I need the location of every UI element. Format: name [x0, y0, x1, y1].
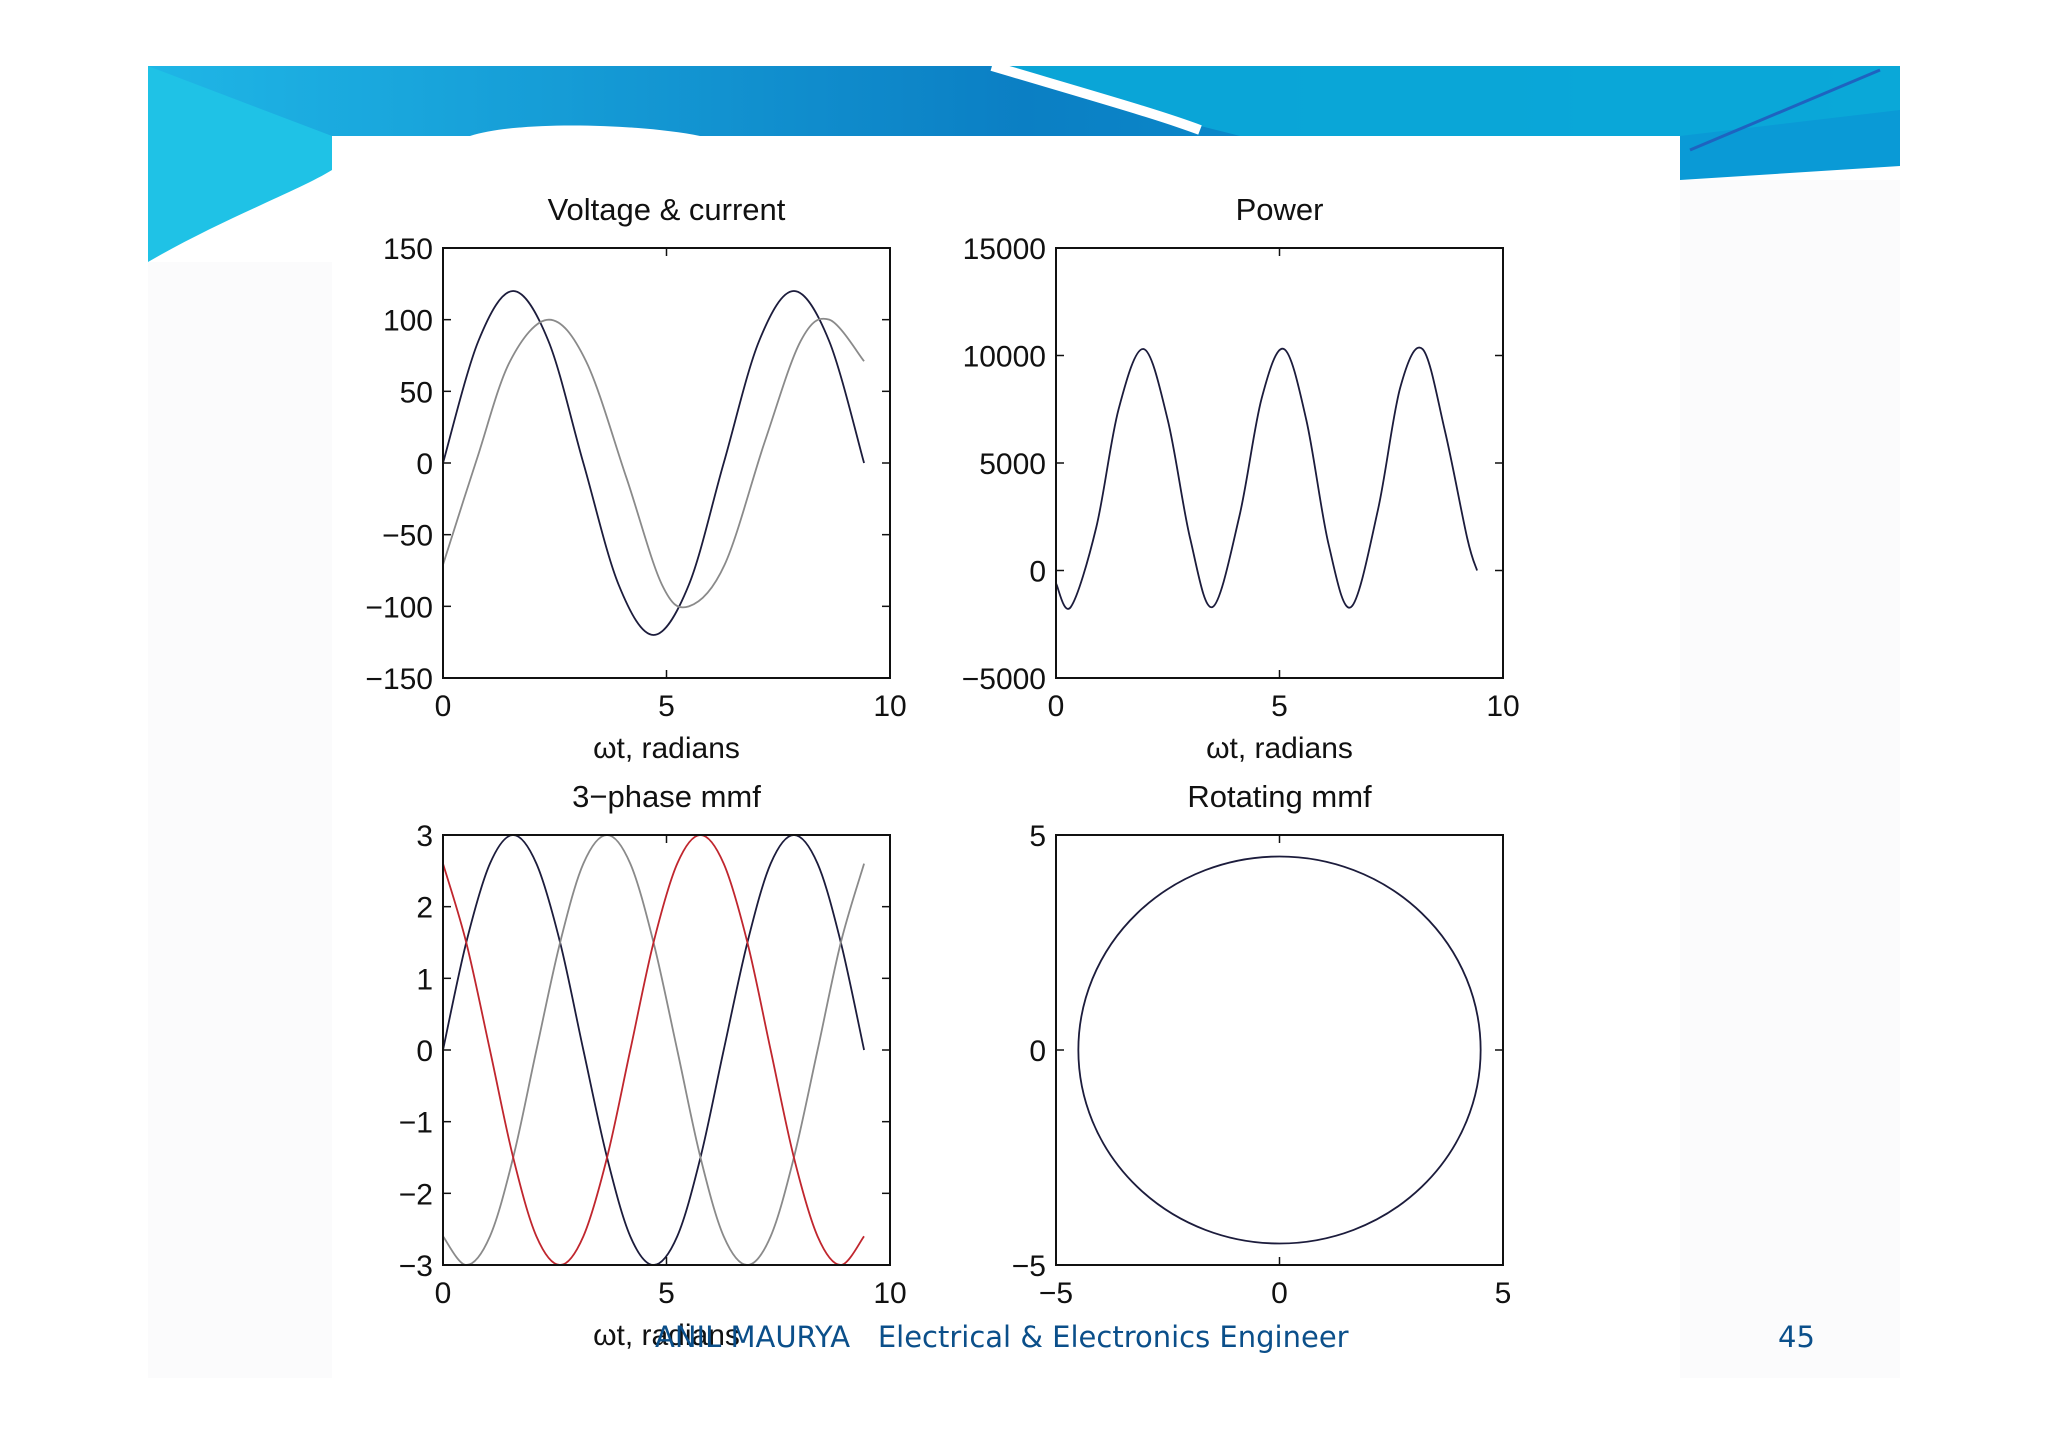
- footer-author: ANIL MAURYA: [655, 1320, 851, 1354]
- series-line-2: [442, 317, 865, 609]
- x-tick-label: 10: [873, 690, 906, 723]
- axes-box: [1055, 247, 1504, 679]
- axes-box: [442, 834, 891, 1266]
- axes-box: [442, 247, 891, 679]
- y-tick-label: 5000: [979, 448, 1046, 481]
- y-tick-label: −150: [365, 663, 433, 696]
- y-tick-label: −5: [1012, 1250, 1046, 1283]
- x-tick-label: 0: [1048, 690, 1065, 723]
- x-tick-label: 10: [873, 1277, 906, 1310]
- x-tick-label: 5: [658, 690, 675, 723]
- series-circle-1: [1077, 855, 1482, 1245]
- x-tick-label: 0: [435, 1277, 452, 1310]
- series-line-1: [442, 290, 865, 636]
- x-tick-label: 5: [658, 1277, 675, 1310]
- series-line-3: [442, 834, 865, 1266]
- y-tick-label: −1: [399, 1107, 433, 1140]
- y-tick-label: 2: [416, 892, 433, 925]
- y-tick-label: −5000: [962, 663, 1046, 696]
- y-tick-label: 0: [1029, 1035, 1046, 1068]
- footer-role: Electrical & Electronics Engineer: [877, 1320, 1349, 1354]
- chart-panel-1: Voltage & current 0 5 10 150 100 50 0 −50 −100 −15…: [365, 192, 906, 765]
- x-axis-label: ωt, radians: [593, 1319, 740, 1352]
- y-tick-label: 1: [416, 963, 433, 996]
- y-tick-label: −3: [399, 1250, 433, 1283]
- page-number: 45: [1778, 1320, 1815, 1354]
- y-tick-label: 5: [1029, 820, 1046, 853]
- series-line-1: [442, 834, 865, 1266]
- footer-credit: ANIL MAURYA Electrical & Electronics Eng…: [655, 1320, 1349, 1354]
- y-tick-label: 0: [1029, 556, 1046, 589]
- y-tick-label: −50: [382, 520, 433, 553]
- y-tick-label: 50: [400, 376, 433, 409]
- y-tick-label: 3: [416, 820, 433, 853]
- y-tick-label: −2: [399, 1178, 433, 1211]
- x-axis-label: ωt, radians: [593, 732, 740, 765]
- y-tick-label: 0: [416, 448, 433, 481]
- series-line-1: [1055, 346, 1478, 610]
- y-tick-label: 100: [383, 305, 433, 338]
- chart-title: Rotating mmf: [1187, 779, 1372, 814]
- x-tick-label: 10: [1486, 690, 1519, 723]
- chart-title: 3−phase mmf: [572, 779, 761, 814]
- x-tick-label: 0: [435, 690, 452, 723]
- x-axis-label: ωt, radians: [1206, 732, 1353, 765]
- x-tick-label: 0: [1271, 1277, 1288, 1310]
- x-tick-label: 5: [1495, 1277, 1512, 1310]
- chart-title: Voltage & current: [548, 192, 786, 227]
- series-line-2: [442, 834, 865, 1266]
- banner-left-wave: [148, 66, 332, 262]
- y-tick-label: 0: [416, 1035, 433, 1068]
- y-tick-label: −100: [365, 591, 433, 624]
- y-tick-label: 150: [383, 233, 433, 266]
- y-tick-label: 15000: [963, 233, 1046, 266]
- chart-panel-4: Rotating mmf −5 0 5 5 0 −5: [1012, 779, 1512, 1310]
- x-tick-label: −5: [1039, 1277, 1073, 1310]
- chart-title: Power: [1236, 192, 1324, 227]
- x-tick-label: 5: [1271, 690, 1288, 723]
- axes-box: [1055, 834, 1504, 1266]
- y-tick-label: 10000: [963, 341, 1046, 374]
